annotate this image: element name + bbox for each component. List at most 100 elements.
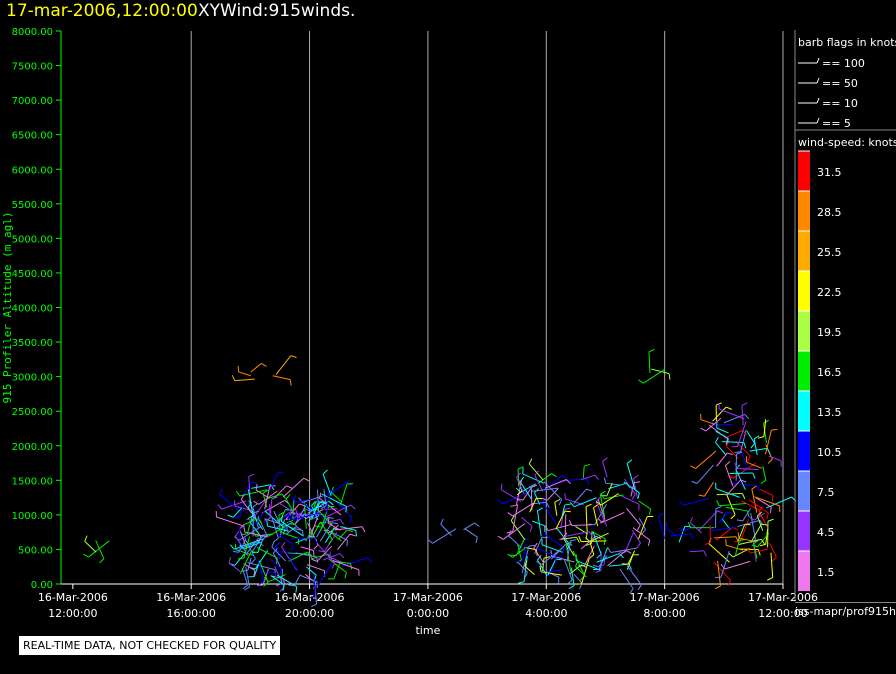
wind-barb-flag: [760, 539, 766, 545]
wind-barb-flag: [284, 518, 291, 521]
y-tick-label: 6000.00: [12, 165, 53, 176]
wind-barb-flag: [323, 518, 326, 525]
wind-barb: [247, 557, 252, 571]
wind-barb: [295, 498, 311, 503]
wind-barb: [695, 450, 717, 469]
wind-barb: [719, 502, 747, 507]
wind-barb-flag: [726, 406, 732, 410]
wind-barb: [724, 465, 734, 487]
wind-barb-flag: [314, 537, 318, 544]
wind-barb-flag: [331, 562, 336, 569]
wind-barb: [512, 502, 534, 517]
wind-barb: [270, 575, 285, 586]
wind-barb: [282, 477, 305, 498]
barb-legend-label: == 10: [822, 97, 858, 110]
wind-barb: [295, 552, 317, 558]
wind-barb: [648, 351, 651, 374]
wind-barb: [277, 551, 299, 554]
wind-barb-flag: [282, 584, 285, 591]
x-tick-date: 17-Mar-2006: [393, 591, 463, 604]
wind-barb-flag: [569, 501, 575, 508]
wind-barb: [763, 423, 768, 443]
wind-barb: [268, 574, 286, 583]
wind-barb: [700, 419, 715, 425]
wind-barb: [319, 522, 333, 542]
wind-barb: [670, 533, 691, 537]
wind-barb-flag: [234, 531, 240, 537]
wind-barb: [713, 561, 731, 581]
speed-color-swatch: [798, 311, 810, 351]
wind-barb-flag: [531, 484, 538, 488]
wind-barb: [569, 564, 583, 575]
wind-barb: [245, 566, 250, 588]
wind-barb: [742, 508, 751, 522]
wind-barb: [704, 481, 714, 497]
wind-barb: [432, 528, 457, 544]
wind-barb: [562, 531, 590, 538]
wind-barb-flag: [619, 553, 624, 559]
wind-barb: [234, 552, 246, 566]
wind-barb-flag: [528, 485, 533, 492]
wind-barb: [638, 500, 651, 510]
wind-barb: [570, 567, 575, 586]
wind-barb-flag: [217, 504, 223, 510]
wind-barb-flag: [528, 544, 535, 547]
speed-bin-label: 19.5: [817, 326, 842, 339]
wind-barb-flag: [603, 538, 606, 545]
wind-barb-flag: [767, 458, 773, 464]
wind-barb-flag: [266, 520, 269, 527]
wind-barb: [520, 483, 537, 493]
wind-barb-flag: [537, 555, 542, 561]
wind-barb-flag: [757, 549, 761, 556]
speed-color-swatch: [798, 391, 810, 431]
wind-barb-flag: [555, 558, 562, 561]
wind-barbs: [83, 348, 797, 608]
wind-barb: [517, 469, 520, 487]
wind-barb-flag: [529, 525, 533, 532]
wind-barb: [632, 478, 639, 499]
wind-barb-flag: [271, 541, 275, 548]
wind-barb: [272, 375, 291, 381]
wind-barb-flag: [258, 580, 265, 585]
wind-barb-flag: [690, 465, 696, 469]
wind-barb: [550, 542, 568, 560]
wind-barb: [502, 523, 526, 540]
wind-barb-flag: [761, 523, 768, 526]
wind-barb: [292, 512, 320, 521]
wind-barb-flag: [679, 500, 684, 506]
wind-barb: [234, 535, 249, 557]
wind-barb: [561, 536, 577, 540]
wind-barb-flag: [227, 514, 234, 518]
speed-color-swatch: [798, 231, 810, 271]
wind-barb-flag: [247, 515, 254, 520]
wind-barb: [510, 520, 526, 541]
wind-barb-flag: [515, 560, 523, 563]
wind-barb-flag: [318, 550, 325, 553]
x-tick-time: 0:00:00: [407, 607, 449, 620]
wind-barb-flag: [747, 455, 751, 462]
wind-barb-flag: [286, 520, 293, 523]
wind-barb-flag: [253, 510, 260, 514]
wind-barb-flag: [638, 379, 644, 384]
speed-bin-label: 16.5: [817, 366, 842, 379]
wind-barb: [643, 368, 666, 384]
wind-barb-flag: [757, 436, 765, 439]
wind-barb-flag: [704, 541, 711, 546]
wind-barb-flag: [561, 475, 568, 479]
wind-barb: [575, 560, 601, 571]
wind-barb: [606, 482, 613, 497]
wind-barb: [638, 517, 646, 530]
wind-barb: [602, 461, 608, 478]
wind-barb-flag: [598, 564, 605, 567]
wind-barb: [519, 481, 532, 500]
wind-barb: [732, 548, 750, 558]
wind-barb: [271, 546, 287, 562]
y-axis-label: 915 Profiler Altitude (m agl): [1, 211, 14, 403]
wind-barb-flag: [539, 565, 542, 572]
wind-barb: [330, 492, 343, 503]
wind-barb: [566, 540, 571, 562]
wind-barb: [738, 538, 762, 546]
wind-barb-flag: [715, 506, 722, 510]
wind-barb-flag: [296, 514, 299, 522]
wind-barb-flag: [767, 518, 774, 522]
